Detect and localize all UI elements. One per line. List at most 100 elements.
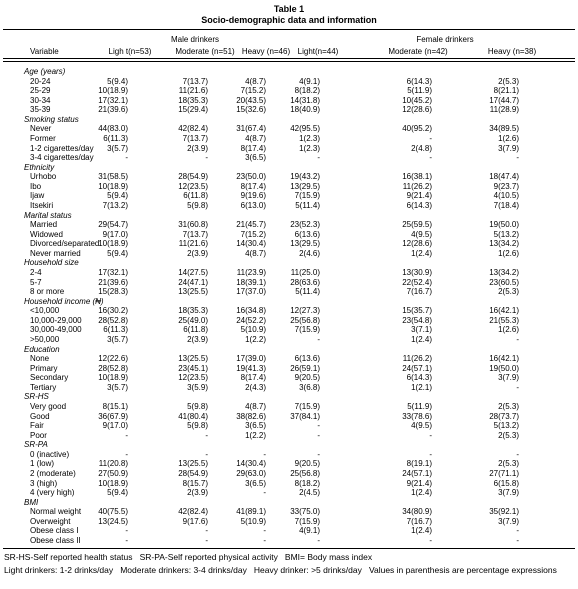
cell: 11(21.6) bbox=[178, 86, 208, 96]
column-header: Variable bbox=[30, 47, 59, 56]
cell: - bbox=[516, 535, 519, 545]
row-label: 25-29 bbox=[30, 86, 51, 96]
cell: 18(47.4) bbox=[489, 172, 519, 182]
cell: - bbox=[205, 526, 208, 536]
cell: 21(39.6) bbox=[98, 105, 128, 115]
section-title: Smoking status bbox=[24, 114, 79, 124]
cell: 13(34.2) bbox=[489, 239, 519, 249]
cell: 24(57.1) bbox=[402, 363, 432, 373]
cell: 5(9.4) bbox=[107, 76, 128, 86]
row-label: 2 (moderate) bbox=[30, 468, 76, 478]
group-header: Male drinkers bbox=[170, 35, 219, 44]
cell: 15(32.6) bbox=[236, 105, 266, 115]
row-label: Poor bbox=[30, 430, 47, 440]
cell: 2(5.3) bbox=[498, 430, 519, 440]
cell: 38(82.6) bbox=[236, 411, 266, 421]
cell: 33(78.6) bbox=[402, 411, 432, 421]
row-label: Secondary bbox=[30, 373, 69, 383]
cell: 2(5.3) bbox=[498, 76, 519, 86]
cell: - bbox=[317, 430, 320, 440]
cell: 25(56.8) bbox=[290, 468, 320, 478]
cell: 16(42.1) bbox=[489, 306, 519, 316]
row-label: Never bbox=[30, 124, 52, 134]
row-label: Former bbox=[30, 133, 56, 143]
cell: 17(32.1) bbox=[98, 95, 128, 105]
cell: 33(75.0) bbox=[290, 507, 320, 517]
cell: 24(57.1) bbox=[402, 468, 432, 478]
cell: 7(13.7) bbox=[182, 133, 208, 143]
cell: - bbox=[429, 449, 432, 459]
header-rule bbox=[3, 61, 575, 62]
cell: 5(11.4) bbox=[295, 200, 320, 210]
top-rule bbox=[3, 29, 575, 30]
cell: 1(2.6) bbox=[498, 248, 519, 258]
cell: - bbox=[429, 133, 432, 143]
cell: 12(23.5) bbox=[178, 373, 208, 383]
cell: 13(25.5) bbox=[178, 354, 208, 364]
cell: 5(13.2) bbox=[493, 229, 519, 239]
cell: 15(29.4) bbox=[178, 105, 208, 115]
header-rule bbox=[3, 58, 575, 59]
cell: 17(44.7) bbox=[489, 95, 519, 105]
cell: 1(2.6) bbox=[498, 133, 519, 143]
cell: 7(13.7) bbox=[182, 76, 208, 86]
cell: 19(50.0) bbox=[489, 220, 519, 230]
cell: - bbox=[317, 535, 320, 545]
cell: 44(83.0) bbox=[98, 124, 128, 134]
cell: - bbox=[429, 535, 432, 545]
footnote: Light drinkers: 1-2 drinks/day Moderate … bbox=[4, 565, 557, 575]
cell: 4(9.1) bbox=[299, 526, 320, 536]
cell: 8(19.1) bbox=[406, 459, 432, 469]
cell: 11(23.9) bbox=[236, 267, 266, 277]
cell: - bbox=[125, 430, 128, 440]
cell: 21(55.3) bbox=[489, 315, 519, 325]
cell: - bbox=[205, 153, 208, 163]
cell: 20(43.5) bbox=[236, 95, 266, 105]
cell: 7(18.4) bbox=[493, 200, 519, 210]
cell: 8(17.4) bbox=[240, 143, 266, 153]
cell: 11(20.8) bbox=[98, 459, 128, 469]
cell: - bbox=[125, 153, 128, 163]
row-label: Never married bbox=[30, 248, 81, 258]
cell: - bbox=[125, 526, 128, 536]
cell: 9(19.6) bbox=[240, 191, 266, 201]
row-label: Obese class I bbox=[30, 526, 79, 536]
row-label: Obese class II bbox=[30, 535, 81, 545]
cell: 18(40.9) bbox=[290, 105, 320, 115]
cell: 16(38.1) bbox=[402, 172, 432, 182]
cell: 9(21.4) bbox=[406, 478, 432, 488]
section-title: Household income (₦) bbox=[24, 296, 104, 306]
cell: 5(9.8) bbox=[187, 421, 208, 431]
cell: 5(9.8) bbox=[187, 200, 208, 210]
cell: 23(54.8) bbox=[402, 315, 432, 325]
cell: 26(59.1) bbox=[290, 363, 320, 373]
cell: 3(5.9) bbox=[187, 382, 208, 392]
cell: 34(89.5) bbox=[489, 124, 519, 134]
cell: 7(15.9) bbox=[294, 191, 320, 201]
cell: 7(15.9) bbox=[294, 516, 320, 526]
cell: - bbox=[205, 535, 208, 545]
cell: 8(18.2) bbox=[294, 86, 320, 96]
row-label: 30,000-49,000 bbox=[30, 325, 82, 335]
cell: 2(4.8) bbox=[411, 143, 432, 153]
cell: 6(11.8) bbox=[183, 325, 208, 335]
cell: 28(52.8) bbox=[98, 363, 128, 373]
cell: 2(5.3) bbox=[498, 287, 519, 297]
cell: 13(34.2) bbox=[489, 267, 519, 277]
cell: - bbox=[125, 535, 128, 545]
cell: 21(39.6) bbox=[98, 277, 128, 287]
cell: 28(54.9) bbox=[178, 468, 208, 478]
cell: 37(84.1) bbox=[290, 411, 320, 421]
cell: 2(4.6) bbox=[299, 248, 320, 258]
cell: 4(8.7) bbox=[245, 76, 266, 86]
cell: 6(13.0) bbox=[240, 200, 266, 210]
row-label: Normal weight bbox=[30, 507, 82, 517]
cell: 5(9.4) bbox=[107, 191, 128, 201]
cell: 13(30.9) bbox=[402, 267, 432, 277]
cell: 23(50.0) bbox=[236, 172, 266, 182]
group-header: Female drinkers bbox=[416, 35, 474, 44]
cell: 11(25.0) bbox=[290, 267, 320, 277]
cell: - bbox=[429, 153, 432, 163]
cell: 27(50.9) bbox=[98, 468, 128, 478]
cell: 3(7.9) bbox=[498, 516, 519, 526]
